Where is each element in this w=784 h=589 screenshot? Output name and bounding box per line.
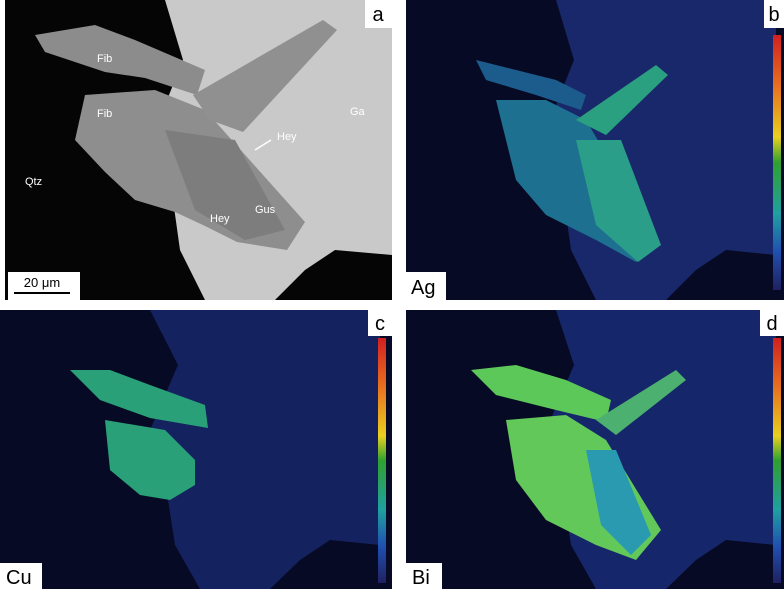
color-bar	[773, 338, 781, 583]
color-bar	[378, 338, 386, 583]
panel-letter: d	[766, 313, 777, 335]
figure: Fib Fib Hey Ga Qtz Hey Gus 20 μm a b Ag …	[0, 0, 784, 589]
panel-c: c Cu	[0, 310, 392, 589]
mineral-label: Qtz	[25, 176, 42, 188]
element-label: Ag	[411, 277, 435, 299]
element-label: Cu	[6, 567, 32, 589]
panel-letter: c	[375, 313, 385, 335]
scale-bar-label: 20 μm	[24, 275, 60, 290]
mineral-label: Hey	[210, 213, 230, 225]
panel-letter: b	[768, 4, 779, 26]
mineral-label: Fib	[97, 53, 112, 65]
mineral-label: Hey	[277, 131, 297, 143]
element-label: Bi	[412, 567, 430, 589]
color-bar	[773, 35, 781, 290]
panel-d: d Bi	[406, 310, 784, 589]
mineral-label: Fib	[97, 108, 112, 120]
mineral-label: Gus	[255, 204, 276, 216]
panel-b: b Ag	[406, 0, 784, 300]
panel-letter: a	[372, 4, 384, 26]
mineral-label: Ga	[350, 106, 366, 118]
panel-a: Fib Fib Hey Ga Qtz Hey Gus 20 μm a	[5, 0, 392, 300]
